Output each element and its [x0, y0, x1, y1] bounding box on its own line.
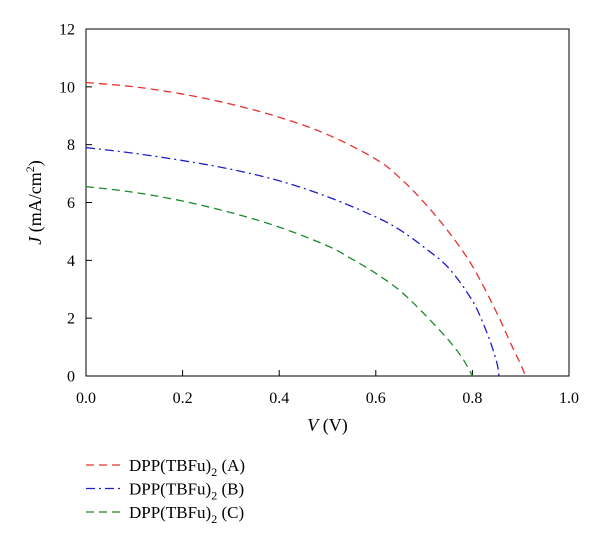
y-tick-label: 8	[67, 137, 75, 154]
legend-label: DPP(TBFu)2 (C)	[129, 503, 244, 526]
legend-label: DPP(TBFu)2 (B)	[129, 480, 244, 503]
legend-item-1: DPP(TBFu)2 (B)	[86, 480, 244, 503]
legend-item-2: DPP(TBFu)2 (C)	[86, 503, 244, 526]
y-axis-label: J (mA/cm2)	[23, 160, 46, 245]
y-tick-label: 2	[67, 311, 75, 328]
y-axis-ticks: 0 2 4 6 8 10 12	[59, 22, 92, 386]
x-axis-ticks: 0.0 0.2 0.4 0.6 0.8 1.0	[76, 370, 579, 407]
series-line-0	[86, 81, 527, 376]
legend-item-0: DPP(TBFu)2 (A)	[86, 456, 245, 479]
series-layer	[86, 81, 527, 376]
y-tick-label: 12	[59, 22, 75, 39]
x-tick-label: 1.0	[559, 390, 579, 407]
x-tick-label: 0.2	[173, 390, 193, 407]
series-line-2	[86, 185, 473, 376]
series-line-1	[86, 146, 500, 376]
plot-frame	[85, 28, 570, 377]
x-tick-label: 0.8	[462, 390, 482, 407]
y-tick-label: 6	[67, 195, 75, 212]
y-tick-label: 10	[59, 79, 75, 96]
x-tick-label: 0.6	[366, 390, 386, 407]
x-tick-label: 0.0	[76, 390, 96, 407]
x-tick-label: 0.4	[269, 390, 289, 407]
legend-label: DPP(TBFu)2 (A)	[129, 456, 245, 479]
legend: DPP(TBFu)2 (A)DPP(TBFu)2 (B)DPP(TBFu)2 (…	[86, 456, 245, 526]
x-axis-label: V (V)	[307, 415, 348, 436]
y-tick-label: 0	[67, 369, 75, 386]
y-tick-label: 4	[67, 253, 75, 270]
